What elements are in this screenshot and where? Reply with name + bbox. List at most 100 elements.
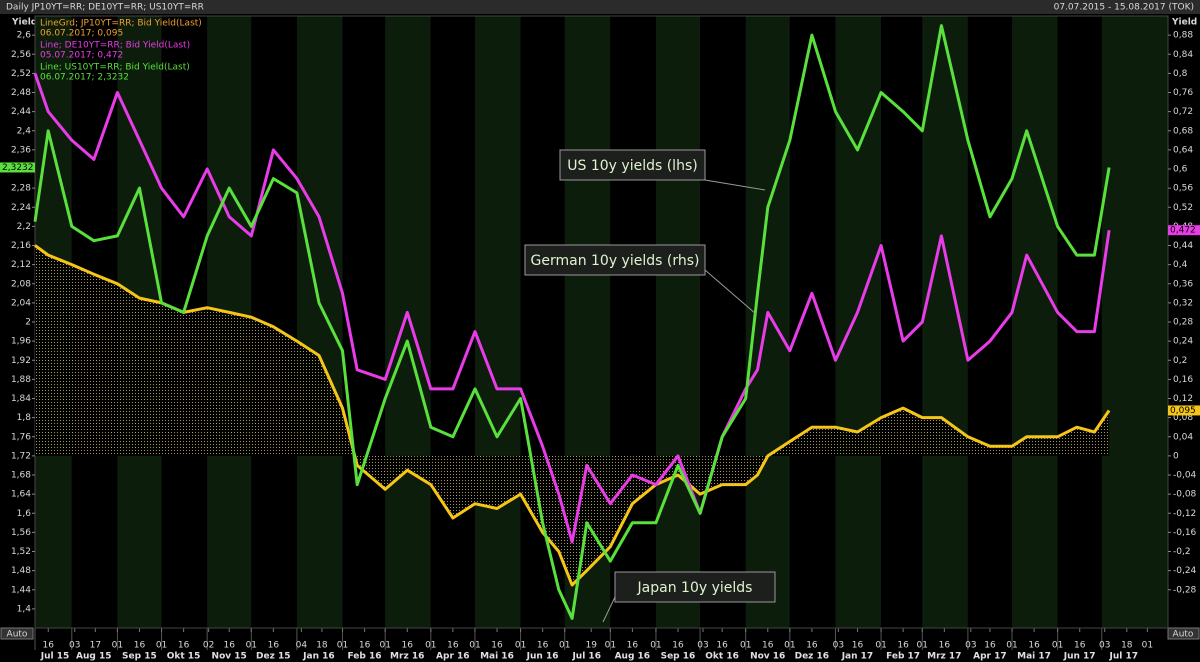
legend-note: 05.07.2017; 0,472 bbox=[40, 51, 123, 61]
header-bar bbox=[0, 0, 1200, 14]
month-band bbox=[1012, 16, 1058, 628]
y-tick-label: 1,92 bbox=[11, 356, 31, 366]
month-label: Sep 15 bbox=[122, 652, 157, 662]
day-label: 01 bbox=[112, 641, 123, 651]
month-band bbox=[655, 16, 701, 628]
day-label: 01 bbox=[469, 641, 480, 651]
legend-name: LineGrd; JP10YT=RR; Bid Yield(Last) bbox=[40, 19, 202, 29]
y2-tick-label: 0,24 bbox=[1173, 337, 1193, 347]
month-label: Jun 16 bbox=[526, 652, 559, 662]
day-label: 01 bbox=[1006, 641, 1017, 651]
day-label: 01 bbox=[784, 641, 795, 651]
y-tick-label: 1,48 bbox=[11, 566, 31, 576]
header-title: Daily JP10YT=RR; DE10YT=RR; US10YT=RR bbox=[6, 3, 204, 13]
day-label: 01 bbox=[605, 641, 616, 651]
day-label: 01 bbox=[559, 641, 570, 651]
y2-tick-label: 0,88 bbox=[1173, 31, 1193, 41]
auto-button[interactable] bbox=[0, 627, 34, 640]
month-band bbox=[474, 16, 521, 628]
day-label: 03 bbox=[697, 641, 708, 651]
month-band bbox=[1101, 16, 1168, 628]
day-label: 01 bbox=[650, 641, 661, 651]
annotation-leader bbox=[704, 179, 766, 191]
y-tick-label: 1,72 bbox=[11, 451, 31, 461]
annotation-text: Japan 10y yields bbox=[637, 580, 753, 596]
header-range: 07.07.2015 - 15.08.2017 (TOK) bbox=[1054, 3, 1194, 13]
day-label: 01 bbox=[515, 641, 526, 651]
y-tick-label: 2,36 bbox=[11, 145, 31, 155]
y-axis-label: Yield bbox=[11, 18, 37, 28]
day-label: 01 bbox=[875, 641, 886, 651]
day-label: 16 bbox=[268, 641, 280, 651]
day-label: 01 bbox=[379, 641, 390, 651]
auto-button[interactable] bbox=[1167, 627, 1200, 640]
day-label: 01 bbox=[917, 641, 928, 651]
day-label: 16 bbox=[447, 641, 459, 651]
month-band bbox=[296, 16, 343, 628]
month-label: Mai 16 bbox=[480, 652, 514, 662]
y2-tick-label: 0,04 bbox=[1173, 432, 1193, 442]
day-label: 18 bbox=[316, 641, 328, 651]
day-label: 16 bbox=[716, 641, 728, 651]
y2-tick-label: -0,08 bbox=[1173, 490, 1197, 500]
day-label: 16 bbox=[359, 641, 371, 651]
y-tick-label: 2,56 bbox=[11, 50, 31, 60]
day-label: 16 bbox=[762, 641, 774, 651]
month-label: Aug 16 bbox=[615, 652, 650, 662]
y-tick-label: 2,16 bbox=[11, 241, 31, 251]
auto-left[interactable]: Auto bbox=[7, 630, 28, 640]
day-label: 03 bbox=[69, 641, 80, 651]
auto-right[interactable]: Auto bbox=[1173, 630, 1194, 640]
day-label: 16 bbox=[537, 641, 549, 651]
month-label: Mai 17 bbox=[1017, 652, 1051, 662]
y-tick-label: 1,96 bbox=[11, 337, 31, 347]
month-label: Mrz 17 bbox=[927, 652, 961, 662]
month-label: Jun 17 bbox=[1063, 652, 1096, 662]
day-label: 16 bbox=[627, 641, 639, 651]
y-tick-label: 2,12 bbox=[11, 260, 31, 270]
annotation-leader bbox=[704, 269, 757, 315]
y2-tick-label: 0,8 bbox=[1173, 69, 1188, 79]
y2-tick-label: -0,12 bbox=[1173, 509, 1196, 519]
y-tick-label: 2,2 bbox=[17, 222, 31, 232]
legend-note: 06.07.2017; 2,3232 bbox=[40, 73, 129, 83]
y2-tick-label: 0,28 bbox=[1173, 318, 1193, 328]
day-label: 16 bbox=[806, 641, 818, 651]
day-label: 16 bbox=[178, 641, 190, 651]
annotation-box bbox=[524, 244, 706, 276]
y2-tick-label: 0,72 bbox=[1173, 107, 1193, 117]
y2-tick-label: 0,08 bbox=[1173, 413, 1193, 423]
day-label: 01 bbox=[246, 641, 257, 651]
y-tick-label: 1,88 bbox=[11, 375, 31, 385]
y-tick-label: 2,52 bbox=[11, 69, 31, 79]
last-value-label: 2,3232 bbox=[2, 163, 34, 173]
month-band bbox=[385, 16, 431, 628]
month-label: Mrz 16 bbox=[390, 652, 424, 662]
day-label: 03 bbox=[1099, 641, 1110, 651]
y2-tick-label: 0,76 bbox=[1173, 88, 1193, 98]
y-tick-label: 1,8 bbox=[17, 413, 32, 423]
month-band bbox=[881, 16, 923, 628]
day-label: 16 bbox=[1028, 641, 1040, 651]
y-tick-label: 1,4 bbox=[17, 604, 32, 614]
legend-note: 06.07.2017; 0,095 bbox=[40, 29, 123, 39]
area bbox=[35, 245, 1110, 585]
day-label: 16 bbox=[43, 641, 55, 651]
month-band bbox=[430, 16, 475, 628]
month-label: Feb 16 bbox=[348, 652, 382, 662]
annotation-box bbox=[614, 571, 776, 603]
y-tick-label: 1,6 bbox=[17, 509, 32, 519]
day-label: 02 bbox=[203, 641, 214, 651]
day-label: 16 bbox=[134, 641, 146, 651]
day-label: 01 bbox=[337, 641, 348, 651]
month-label: Feb 17 bbox=[886, 652, 920, 662]
day-label: 16 bbox=[984, 641, 996, 651]
y2-tick-label: -0,04 bbox=[1173, 471, 1197, 481]
day-label: 19 bbox=[585, 641, 597, 651]
y2-tick-label: 0,56 bbox=[1173, 184, 1193, 194]
month-band bbox=[789, 16, 836, 628]
day-label: 03 bbox=[833, 641, 844, 651]
y2-tick-label: -0,28 bbox=[1173, 585, 1197, 595]
y2-tick-label: 0,2 bbox=[1173, 356, 1187, 366]
